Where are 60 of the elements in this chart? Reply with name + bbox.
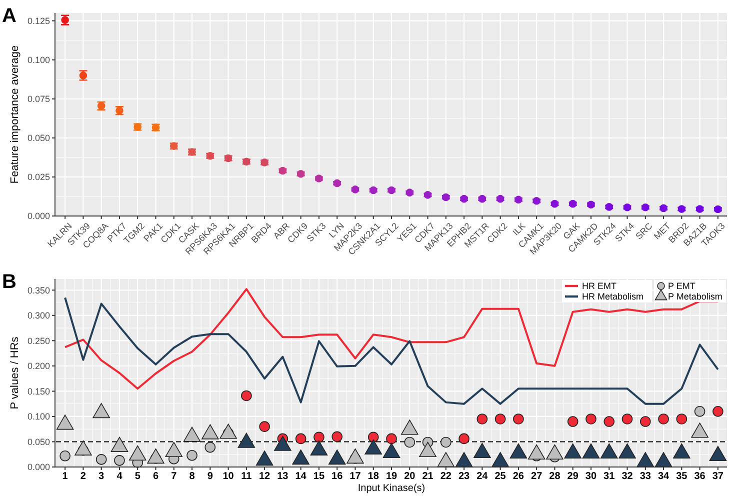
x-tick-label: 4 [116, 471, 123, 482]
y-axis-title: Feature importance average [9, 45, 21, 184]
y-axis-title: P values / HRs [9, 336, 21, 410]
x-tick-label: 27 [531, 471, 543, 482]
x-tick-label: 11 [241, 471, 252, 482]
x-tick-label: 22 [440, 471, 452, 482]
x-tick-label: 12 [258, 471, 271, 482]
y-tick-label: 0.075 [27, 94, 50, 104]
x-tick-label: 21 [422, 471, 434, 482]
x-tick-label: 6 [152, 471, 159, 482]
legend-label: HR Metabolism [582, 292, 644, 302]
y-tick-label: 0.000 [27, 462, 50, 472]
x-tick-label: 29 [567, 471, 579, 482]
x-tick-label: 15 [313, 471, 325, 482]
y-tick-label: 0.050 [27, 133, 50, 144]
x-tick-label: 13 [277, 471, 289, 482]
x-tick-label: 35 [676, 471, 688, 482]
x-tick-label: 24 [476, 471, 488, 482]
x-tick-label: 17 [350, 471, 362, 482]
legend-label: HR EMT [582, 281, 617, 292]
x-tick-label: 20 [404, 471, 416, 482]
x-tick-label: 10 [222, 471, 234, 482]
y-tick-label: 0.350 [27, 285, 50, 296]
x-tick-label: 34 [658, 471, 670, 482]
x-axis-title: Input Kinase(s) [358, 483, 426, 494]
legend-label: P Metabolism [668, 292, 722, 302]
x-tick-label: 19 [386, 471, 398, 482]
y-tick-label: 0.125 [27, 16, 50, 26]
x-tick-label: 28 [549, 471, 561, 482]
x-tick-label: 1 [62, 471, 68, 482]
x-tick-label: 3 [98, 471, 105, 482]
x-tick-label: 36 [694, 471, 706, 482]
x-tick-label: 9 [207, 471, 214, 482]
y-tick-label: 0.200 [27, 361, 50, 372]
x-tick-label: 14 [295, 471, 307, 482]
legend-label: P EMT [668, 281, 696, 292]
chart-title: B [2, 271, 16, 293]
x-tick-label: 2 [80, 471, 86, 482]
x-tick-label: 33 [640, 471, 652, 482]
chart-title: A [2, 5, 16, 27]
y-tick-label: 0.050 [27, 436, 50, 447]
y-tick-label: 0.150 [27, 386, 50, 396]
x-tick-label: 8 [189, 471, 196, 482]
x-tick-label: 16 [332, 471, 344, 482]
x-tick-label: 26 [512, 471, 524, 482]
x-tick-label: 7 [171, 471, 178, 482]
x-tick-label: 5 [134, 471, 141, 482]
x-tick-label: 25 [494, 471, 506, 482]
y-tick-label: 0.025 [27, 172, 50, 182]
x-tick-label: 30 [585, 471, 597, 482]
y-tick-label: 0.300 [27, 310, 50, 321]
x-tick-label: 18 [368, 471, 380, 482]
x-tick-label: 32 [622, 471, 634, 482]
x-tick-label: 31 [604, 471, 616, 482]
y-tick-label: 0.100 [27, 54, 50, 65]
x-tick-label: 37 [712, 471, 724, 482]
x-tick-label: 23 [458, 471, 470, 482]
y-tick-label: 0.000 [27, 211, 50, 222]
y-tick-label: 0.250 [27, 336, 50, 346]
y-tick-label: 0.100 [27, 412, 50, 422]
